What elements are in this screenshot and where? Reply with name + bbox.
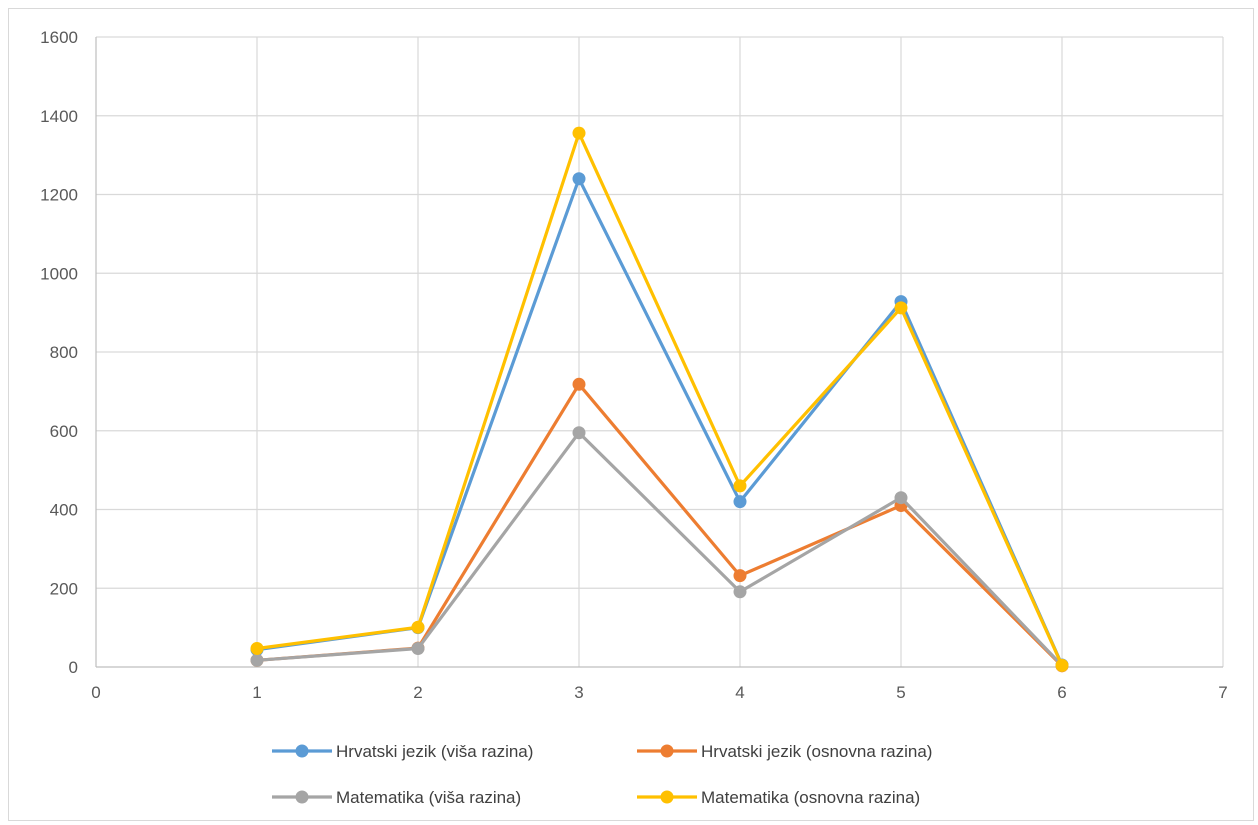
legend-marker — [295, 744, 309, 758]
chart-container: 0 200 400 600 800 1000 1200 1400 1600 0 1 2 3 4 5 6 7 Hr… — [8, 8, 1254, 821]
data-point — [733, 585, 747, 599]
series-layer — [250, 126, 1069, 673]
y-tick-label: 1400 — [40, 107, 78, 126]
legend-marker — [295, 790, 309, 804]
y-tick-label: 800 — [50, 343, 78, 362]
legend-item: Matematika (osnovna razina) — [637, 788, 920, 807]
data-point — [572, 426, 586, 440]
axes: 0 200 400 600 800 1000 1200 1400 1600 0 1 2 3 4 5 6 7 — [40, 28, 1228, 702]
x-tick-label: 2 — [413, 683, 422, 702]
legend-item: Matematika (viša razina) — [272, 788, 521, 807]
x-tick-label: 3 — [574, 683, 583, 702]
legend-marker — [660, 790, 674, 804]
series-1 — [250, 377, 1069, 673]
x-tick-label: 7 — [1218, 683, 1227, 702]
line-chart: 0 200 400 600 800 1000 1200 1400 1600 0 1 2 3 4 5 6 7 Hr… — [40, 28, 1228, 807]
data-point — [572, 377, 586, 391]
legend-label: Matematika (osnovna razina) — [701, 788, 920, 807]
y-tick-label: 1200 — [40, 186, 78, 205]
y-tick-label: 400 — [50, 501, 78, 520]
data-point — [411, 641, 425, 655]
series-line — [256, 431, 1064, 667]
data-point — [894, 491, 908, 505]
series-line — [256, 382, 1064, 667]
legend-item: Hrvatski jezik (osnovna razina) — [637, 742, 932, 761]
series-line — [256, 131, 1064, 667]
x-tick-label: 4 — [735, 683, 744, 702]
series-3 — [250, 126, 1069, 672]
data-point — [411, 620, 425, 634]
legend-marker — [660, 744, 674, 758]
x-tick-label: 0 — [91, 683, 100, 702]
series-line — [256, 177, 1064, 666]
y-tick-label: 200 — [50, 579, 78, 598]
data-point — [250, 641, 264, 655]
gridlines — [96, 36, 1224, 667]
x-tick-label: 5 — [896, 683, 905, 702]
legend-item: Hrvatski jezik (viša razina) — [272, 742, 533, 761]
y-tick-label: 1000 — [40, 264, 78, 283]
data-point — [250, 653, 264, 667]
data-point — [572, 172, 586, 186]
legend-label: Matematika (viša razina) — [336, 788, 521, 807]
x-tick-label: 1 — [252, 683, 261, 702]
legend-label: Hrvatski jezik (osnovna razina) — [701, 742, 932, 761]
y-tick-label: 1600 — [40, 28, 78, 47]
data-point — [894, 301, 908, 315]
y-tick-label: 0 — [69, 658, 78, 677]
data-point — [733, 495, 747, 509]
data-point — [733, 569, 747, 583]
x-tick-label: 6 — [1057, 683, 1066, 702]
data-point — [733, 479, 747, 493]
data-point — [1055, 658, 1069, 672]
legend-label: Hrvatski jezik (viša razina) — [336, 742, 533, 761]
data-point — [572, 126, 586, 140]
legend: Hrvatski jezik (viša razina) Hrvatski jez… — [272, 742, 932, 807]
y-tick-label: 600 — [50, 422, 78, 441]
series-0 — [250, 172, 1069, 672]
